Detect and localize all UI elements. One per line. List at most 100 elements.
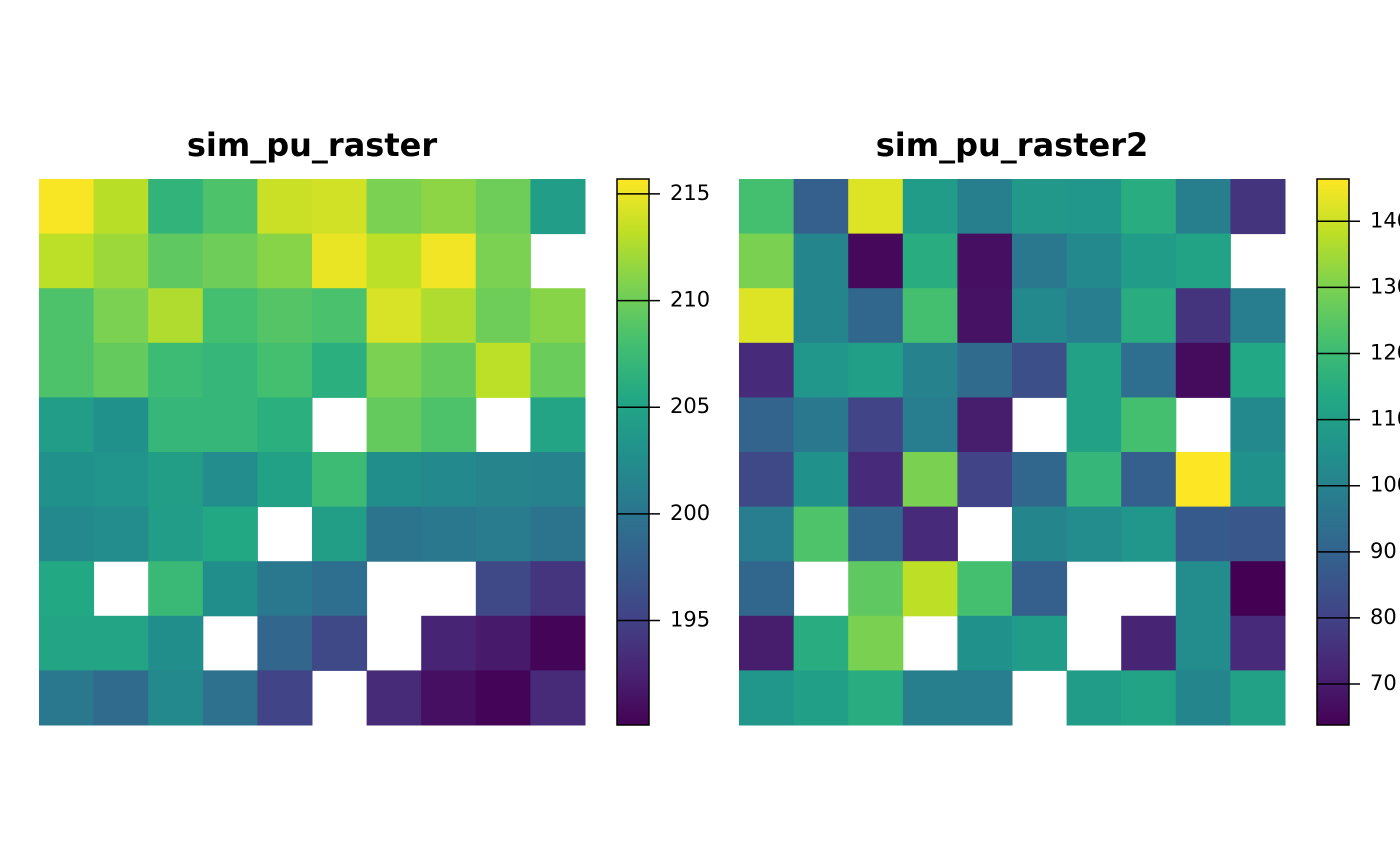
- cell: [793, 506, 849, 562]
- cell: [902, 179, 958, 235]
- cell: [1175, 615, 1231, 671]
- cell: [257, 452, 313, 508]
- cell: [793, 233, 849, 289]
- cell: [957, 342, 1013, 398]
- cell: [475, 288, 531, 344]
- cell: [475, 506, 531, 562]
- chart-title: sim_pu_raster: [187, 126, 437, 164]
- colorbar-tick-label: 205: [670, 394, 710, 418]
- cell: [475, 233, 531, 289]
- cell: [1121, 288, 1177, 344]
- colorbar-tick-label: 215: [670, 181, 710, 205]
- cell: [421, 670, 477, 726]
- cell: [475, 561, 531, 617]
- cell: [312, 288, 368, 344]
- cell: [257, 179, 313, 235]
- cell: [312, 233, 368, 289]
- cell: [39, 452, 95, 508]
- cell: [957, 233, 1013, 289]
- cell: [1012, 179, 1068, 235]
- cell: [530, 288, 586, 344]
- cell: [93, 615, 149, 671]
- cell: [739, 288, 795, 344]
- cell: [257, 288, 313, 344]
- cell: [793, 288, 849, 344]
- cell: [148, 397, 204, 453]
- cell: [848, 342, 904, 398]
- cell: [421, 288, 477, 344]
- cell: [202, 506, 258, 562]
- cell: [848, 288, 904, 344]
- chart-title: sim_pu_raster2: [876, 126, 1149, 164]
- cell: [793, 397, 849, 453]
- cell: [366, 452, 422, 508]
- cell: [1121, 452, 1177, 508]
- cell: [739, 615, 795, 671]
- cell: [39, 561, 95, 617]
- colorbar-tick-label: 195: [670, 607, 710, 631]
- colorbar-tick-label: 70: [1370, 671, 1397, 695]
- cell: [148, 615, 204, 671]
- cell: [1230, 397, 1286, 453]
- colorbar-tick-label: 120: [1370, 341, 1400, 365]
- cell: [793, 179, 849, 235]
- cell: [93, 288, 149, 344]
- cell: [1230, 342, 1286, 398]
- cell: [39, 179, 95, 235]
- cell: [1230, 615, 1286, 671]
- cell: [475, 452, 531, 508]
- cell: [202, 397, 258, 453]
- cell: [957, 179, 1013, 235]
- cell: [312, 452, 368, 508]
- cell: [1230, 452, 1286, 508]
- cell: [1121, 670, 1177, 726]
- cell: [902, 452, 958, 508]
- cell: [475, 615, 531, 671]
- cell: [366, 179, 422, 235]
- cell: [421, 506, 477, 562]
- cell: [1175, 561, 1231, 617]
- cell: [39, 506, 95, 562]
- cell: [793, 452, 849, 508]
- cell: [1121, 397, 1177, 453]
- cell: [957, 288, 1013, 344]
- colorbar-tick-label: 140: [1370, 208, 1400, 232]
- cell: [1121, 506, 1177, 562]
- cell: [1121, 615, 1177, 671]
- cell: [848, 561, 904, 617]
- cell: [257, 561, 313, 617]
- cell: [93, 397, 149, 453]
- cell: [1175, 452, 1231, 508]
- cell: [530, 397, 586, 453]
- cell: [957, 397, 1013, 453]
- cell: [902, 670, 958, 726]
- cell: [93, 506, 149, 562]
- cell: [366, 397, 422, 453]
- cell: [957, 615, 1013, 671]
- cell: [1066, 288, 1122, 344]
- colorbar: [616, 178, 650, 726]
- cell: [39, 342, 95, 398]
- cell: [848, 670, 904, 726]
- cell: [148, 670, 204, 726]
- cell: [902, 561, 958, 617]
- cell: [93, 452, 149, 508]
- cell: [366, 670, 422, 726]
- cell: [148, 233, 204, 289]
- colorbar: [1316, 178, 1350, 726]
- cell: [202, 561, 258, 617]
- cell: [957, 561, 1013, 617]
- cell: [739, 452, 795, 508]
- cell: [148, 561, 204, 617]
- cell: [366, 233, 422, 289]
- cell: [1012, 615, 1068, 671]
- cell: [366, 506, 422, 562]
- cell: [1012, 506, 1068, 562]
- cell: [93, 670, 149, 726]
- cell: [1012, 233, 1068, 289]
- cell: [366, 288, 422, 344]
- cell: [312, 615, 368, 671]
- cell: [421, 179, 477, 235]
- cell: [848, 233, 904, 289]
